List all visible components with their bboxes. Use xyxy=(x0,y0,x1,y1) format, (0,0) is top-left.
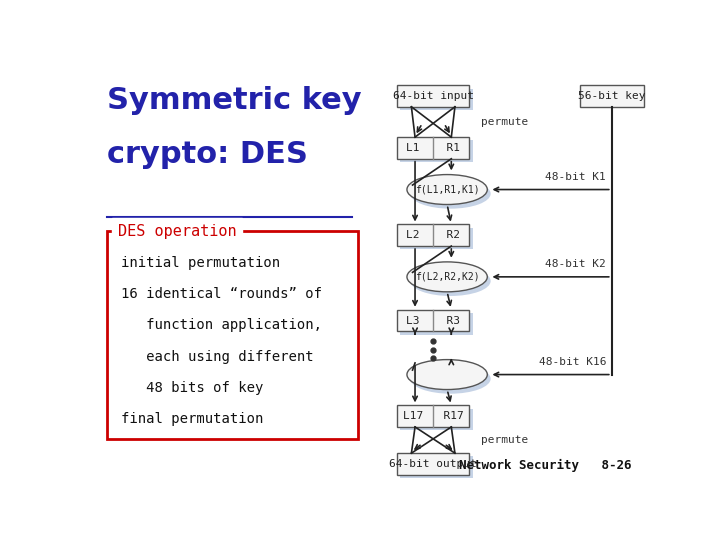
FancyBboxPatch shape xyxy=(580,85,644,107)
Text: 48 bits of key: 48 bits of key xyxy=(121,381,263,395)
Text: L3    R3: L3 R3 xyxy=(406,315,460,326)
FancyBboxPatch shape xyxy=(397,137,469,159)
Text: final permutation: final permutation xyxy=(121,412,263,426)
FancyBboxPatch shape xyxy=(397,225,469,246)
Ellipse shape xyxy=(407,262,487,292)
Text: each using different: each using different xyxy=(121,349,313,363)
Text: permute: permute xyxy=(481,117,528,127)
FancyBboxPatch shape xyxy=(400,228,473,249)
Text: Network Security   8-26: Network Security 8-26 xyxy=(459,459,631,472)
Ellipse shape xyxy=(407,174,487,205)
FancyBboxPatch shape xyxy=(400,313,473,335)
Text: f(L2,R2,K2): f(L2,R2,K2) xyxy=(415,272,480,282)
Text: DES operation: DES operation xyxy=(118,224,237,239)
Text: L2    R2: L2 R2 xyxy=(406,230,460,240)
Text: 48-bit K2: 48-bit K2 xyxy=(546,259,606,269)
Ellipse shape xyxy=(410,266,490,296)
FancyBboxPatch shape xyxy=(400,456,473,478)
Text: f(L1,R1,K1): f(L1,R1,K1) xyxy=(415,185,480,194)
Text: Symmetric key: Symmetric key xyxy=(107,85,361,114)
Ellipse shape xyxy=(407,360,487,389)
Text: crypto: DES: crypto: DES xyxy=(107,140,307,168)
FancyBboxPatch shape xyxy=(397,406,469,427)
FancyBboxPatch shape xyxy=(400,409,473,430)
Text: function application,: function application, xyxy=(121,319,322,333)
FancyBboxPatch shape xyxy=(400,140,473,162)
FancyBboxPatch shape xyxy=(397,453,469,475)
FancyBboxPatch shape xyxy=(397,85,469,107)
Text: initial permutation: initial permutation xyxy=(121,256,280,270)
Text: 56-bit key: 56-bit key xyxy=(578,91,646,101)
FancyBboxPatch shape xyxy=(397,310,469,332)
Text: 64-bit output: 64-bit output xyxy=(390,459,477,469)
Text: L17   R17: L17 R17 xyxy=(402,411,464,421)
Text: 48-bit K16: 48-bit K16 xyxy=(539,357,606,367)
Text: 64-bit input: 64-bit input xyxy=(392,91,474,101)
FancyBboxPatch shape xyxy=(400,89,473,110)
Text: L1    R1: L1 R1 xyxy=(406,143,460,153)
Text: 48-bit K1: 48-bit K1 xyxy=(546,172,606,182)
Ellipse shape xyxy=(410,179,490,208)
Text: 16 identical “rounds” of: 16 identical “rounds” of xyxy=(121,287,322,301)
Text: permute: permute xyxy=(481,435,528,445)
Ellipse shape xyxy=(410,364,490,394)
